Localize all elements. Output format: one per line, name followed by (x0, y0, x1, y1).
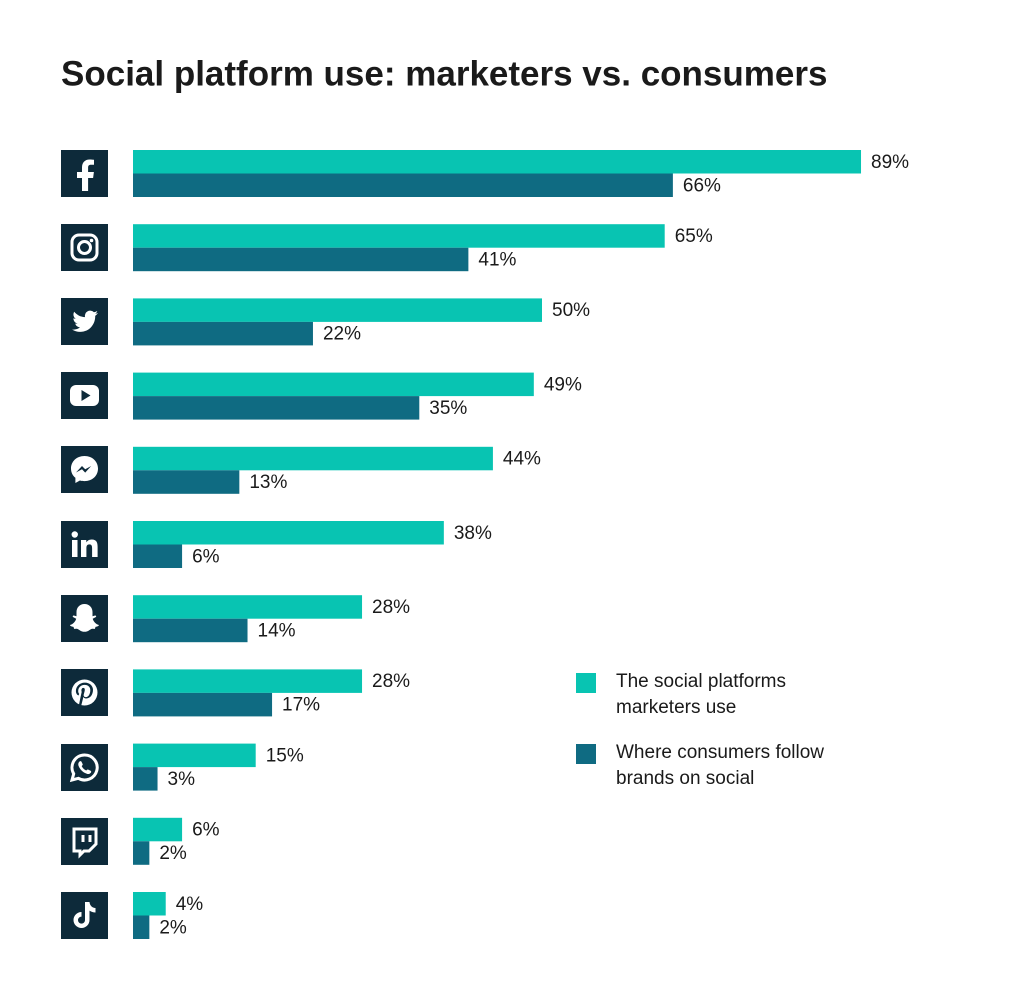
bar (133, 892, 166, 916)
bar (133, 372, 534, 397)
bar (133, 321, 313, 346)
facebook-icon (61, 150, 108, 197)
bar (133, 618, 248, 643)
twitter-icon (61, 298, 108, 345)
value-label: 35% (429, 398, 467, 419)
bar (133, 298, 542, 322)
value-label: 15% (266, 745, 304, 766)
value-label: 28% (372, 671, 410, 692)
instagram-icon (61, 224, 108, 271)
value-label: 50% (552, 300, 590, 321)
value-label: 4% (176, 894, 204, 915)
value-label: 13% (249, 472, 287, 493)
bar (133, 743, 256, 768)
value-label: 17% (282, 695, 320, 716)
tiktok-icon (61, 892, 108, 939)
bar (133, 224, 665, 248)
value-label: 3% (168, 769, 196, 790)
value-label: 22% (323, 324, 361, 345)
twitch-icon (61, 818, 108, 865)
bar (133, 396, 420, 420)
bar (133, 692, 273, 717)
value-label: 6% (192, 820, 220, 841)
value-label: 65% (675, 226, 713, 247)
value-label: 41% (478, 249, 516, 270)
chart-title: Social platform use: marketers vs. consu… (61, 54, 827, 93)
value-label: 66% (683, 175, 721, 196)
youtube-icon (61, 372, 108, 419)
linkedin-icon (61, 521, 108, 568)
bar (133, 544, 183, 568)
bar (133, 595, 363, 619)
legend-swatch (576, 744, 596, 764)
bar (133, 817, 183, 842)
messenger-icon (61, 446, 108, 493)
value-label: 49% (544, 374, 582, 395)
value-label: 28% (372, 597, 410, 618)
legend-label: The social platforms marketers use (616, 671, 787, 718)
bar (133, 150, 862, 174)
bar (133, 470, 240, 494)
snapchat-icon (61, 595, 108, 642)
bar (133, 767, 158, 791)
value-label: 6% (192, 546, 220, 567)
pinterest-icon (61, 669, 108, 716)
value-label: 38% (454, 523, 492, 544)
bar (133, 446, 493, 471)
legend-swatch (576, 673, 596, 693)
value-label: 89% (871, 152, 909, 173)
legend-label: Where consumers follow brands on social (616, 742, 825, 789)
bar (133, 669, 363, 693)
bar (133, 915, 150, 939)
value-label: 14% (258, 620, 296, 641)
whatsapp-icon (61, 744, 108, 791)
value-label: 44% (503, 449, 541, 470)
value-label: 2% (159, 843, 187, 864)
bar (133, 841, 150, 865)
bar (133, 173, 673, 197)
icons (61, 150, 108, 939)
bar (133, 247, 469, 272)
bar (133, 521, 444, 545)
value-label: 2% (159, 917, 187, 938)
